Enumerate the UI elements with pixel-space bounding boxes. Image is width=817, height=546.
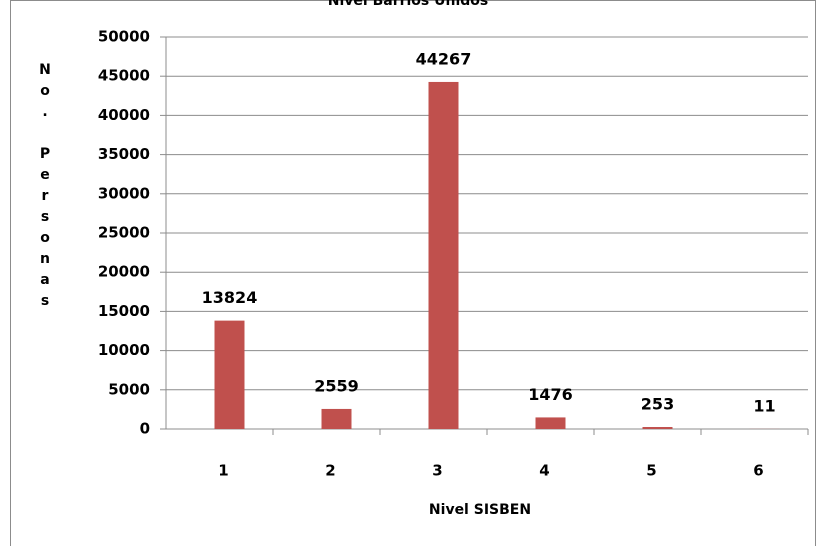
- y-tick-label: 50000: [98, 28, 150, 46]
- y-tick-label: 20000: [98, 263, 150, 281]
- x-tick-label: 4: [539, 462, 549, 480]
- bar: [535, 417, 566, 429]
- bar: [428, 81, 459, 429]
- data-label: 13824: [202, 288, 258, 307]
- x-tick-label: 5: [646, 462, 656, 480]
- bar: [214, 320, 245, 429]
- y-tick-label: 5000: [108, 380, 150, 398]
- y-tick-label: 30000: [98, 184, 150, 202]
- y-tick-label: 0: [140, 420, 150, 438]
- x-tick-label: 2: [325, 462, 335, 480]
- y-tick-label: 10000: [98, 341, 150, 359]
- y-tick-label: 35000: [98, 145, 150, 163]
- x-tick-label: 3: [432, 462, 442, 480]
- y-tick-label: 15000: [98, 302, 150, 320]
- chart-frame: [10, 0, 816, 546]
- data-label: 1476: [528, 385, 573, 404]
- data-label: 253: [641, 395, 674, 414]
- y-tick-label: 40000: [98, 106, 150, 124]
- x-axis-label: Nivel SISBEN: [429, 502, 531, 518]
- data-label: 11: [753, 396, 775, 415]
- bar: [321, 408, 352, 429]
- chart-title: Nivel Barrios Unidos: [328, 0, 488, 9]
- y-tick-label: 45000: [98, 67, 150, 85]
- bar: [642, 427, 673, 429]
- y-axis-label: No. Personas: [37, 62, 53, 314]
- x-tick-label: 1: [218, 462, 228, 480]
- data-label: 2559: [314, 376, 359, 395]
- y-tick-label: 25000: [98, 224, 150, 242]
- data-label: 44267: [416, 49, 472, 68]
- x-tick-label: 6: [753, 462, 763, 480]
